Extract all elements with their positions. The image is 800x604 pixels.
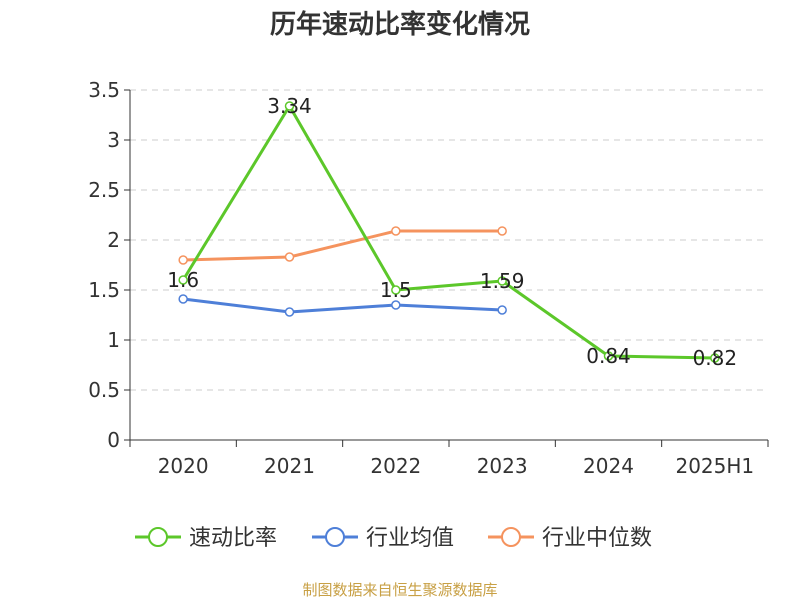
x-tick-label: 2024 bbox=[583, 454, 634, 478]
x-tick-label: 2022 bbox=[370, 454, 421, 478]
data-point bbox=[497, 305, 507, 315]
data-point bbox=[497, 226, 507, 236]
series-line-0 bbox=[181, 104, 715, 360]
legend-marker bbox=[148, 527, 168, 547]
data-point bbox=[284, 252, 295, 262]
data-label: 1.6 bbox=[167, 268, 199, 292]
data-point bbox=[284, 101, 295, 111]
chart-title: 历年速动比率变化情况 bbox=[270, 9, 530, 40]
data-label: 1.59 bbox=[480, 269, 525, 293]
y-tick-label: 0 bbox=[107, 428, 120, 452]
x-tick-label: 2023 bbox=[477, 454, 528, 478]
legend: 速动比率 行业均值 行业中位数 bbox=[135, 526, 652, 551]
data-point bbox=[391, 285, 401, 295]
y-tick-label: 1 bbox=[107, 328, 120, 352]
legend-label: 速动比率 bbox=[189, 526, 277, 551]
y-tick-label: 2.5 bbox=[88, 178, 120, 202]
y-tick-label: 0.5 bbox=[88, 378, 120, 402]
grid-lines bbox=[130, 89, 768, 391]
data-point bbox=[710, 353, 720, 363]
data-label: 3.34 bbox=[267, 94, 312, 118]
axes: 0 0.5 1 1.5 2 2.5 3 3.5 2020 2021 2022 2023 2024 2025… bbox=[88, 78, 769, 478]
data-point bbox=[178, 294, 188, 304]
y-tick-label: 3 bbox=[107, 128, 120, 152]
data-point bbox=[497, 276, 507, 286]
data-point bbox=[391, 226, 401, 236]
data-label: 1.5 bbox=[380, 278, 412, 302]
legend-marker bbox=[501, 527, 521, 547]
x-tick-label: 2021 bbox=[264, 454, 315, 478]
legend-marker bbox=[325, 527, 345, 547]
data-point bbox=[284, 307, 295, 317]
data-point bbox=[178, 275, 188, 285]
y-tick-label: 1.5 bbox=[88, 278, 120, 302]
x-tick-label: 2020 bbox=[158, 454, 209, 478]
series-line-2 bbox=[183, 229, 503, 262]
data-label: 0.84 bbox=[586, 344, 631, 368]
data-label: 0.82 bbox=[693, 346, 738, 370]
y-tick-label: 3.5 bbox=[88, 78, 120, 102]
data-point bbox=[391, 300, 401, 310]
legend-label: 行业均值 bbox=[366, 526, 454, 551]
data-point bbox=[178, 255, 188, 265]
legend-label: 行业中位数 bbox=[542, 526, 652, 551]
series: 1.6 3.34 1.5 1.59 0.84 0.82 bbox=[167, 94, 737, 370]
series-line-1 bbox=[182, 297, 503, 314]
x-tick-label: 2025H1 bbox=[675, 454, 754, 478]
data-point bbox=[603, 351, 614, 361]
source-note: 制图数据来自恒生聚源数据库 bbox=[302, 581, 497, 599]
y-tick-label: 2 bbox=[107, 228, 120, 252]
